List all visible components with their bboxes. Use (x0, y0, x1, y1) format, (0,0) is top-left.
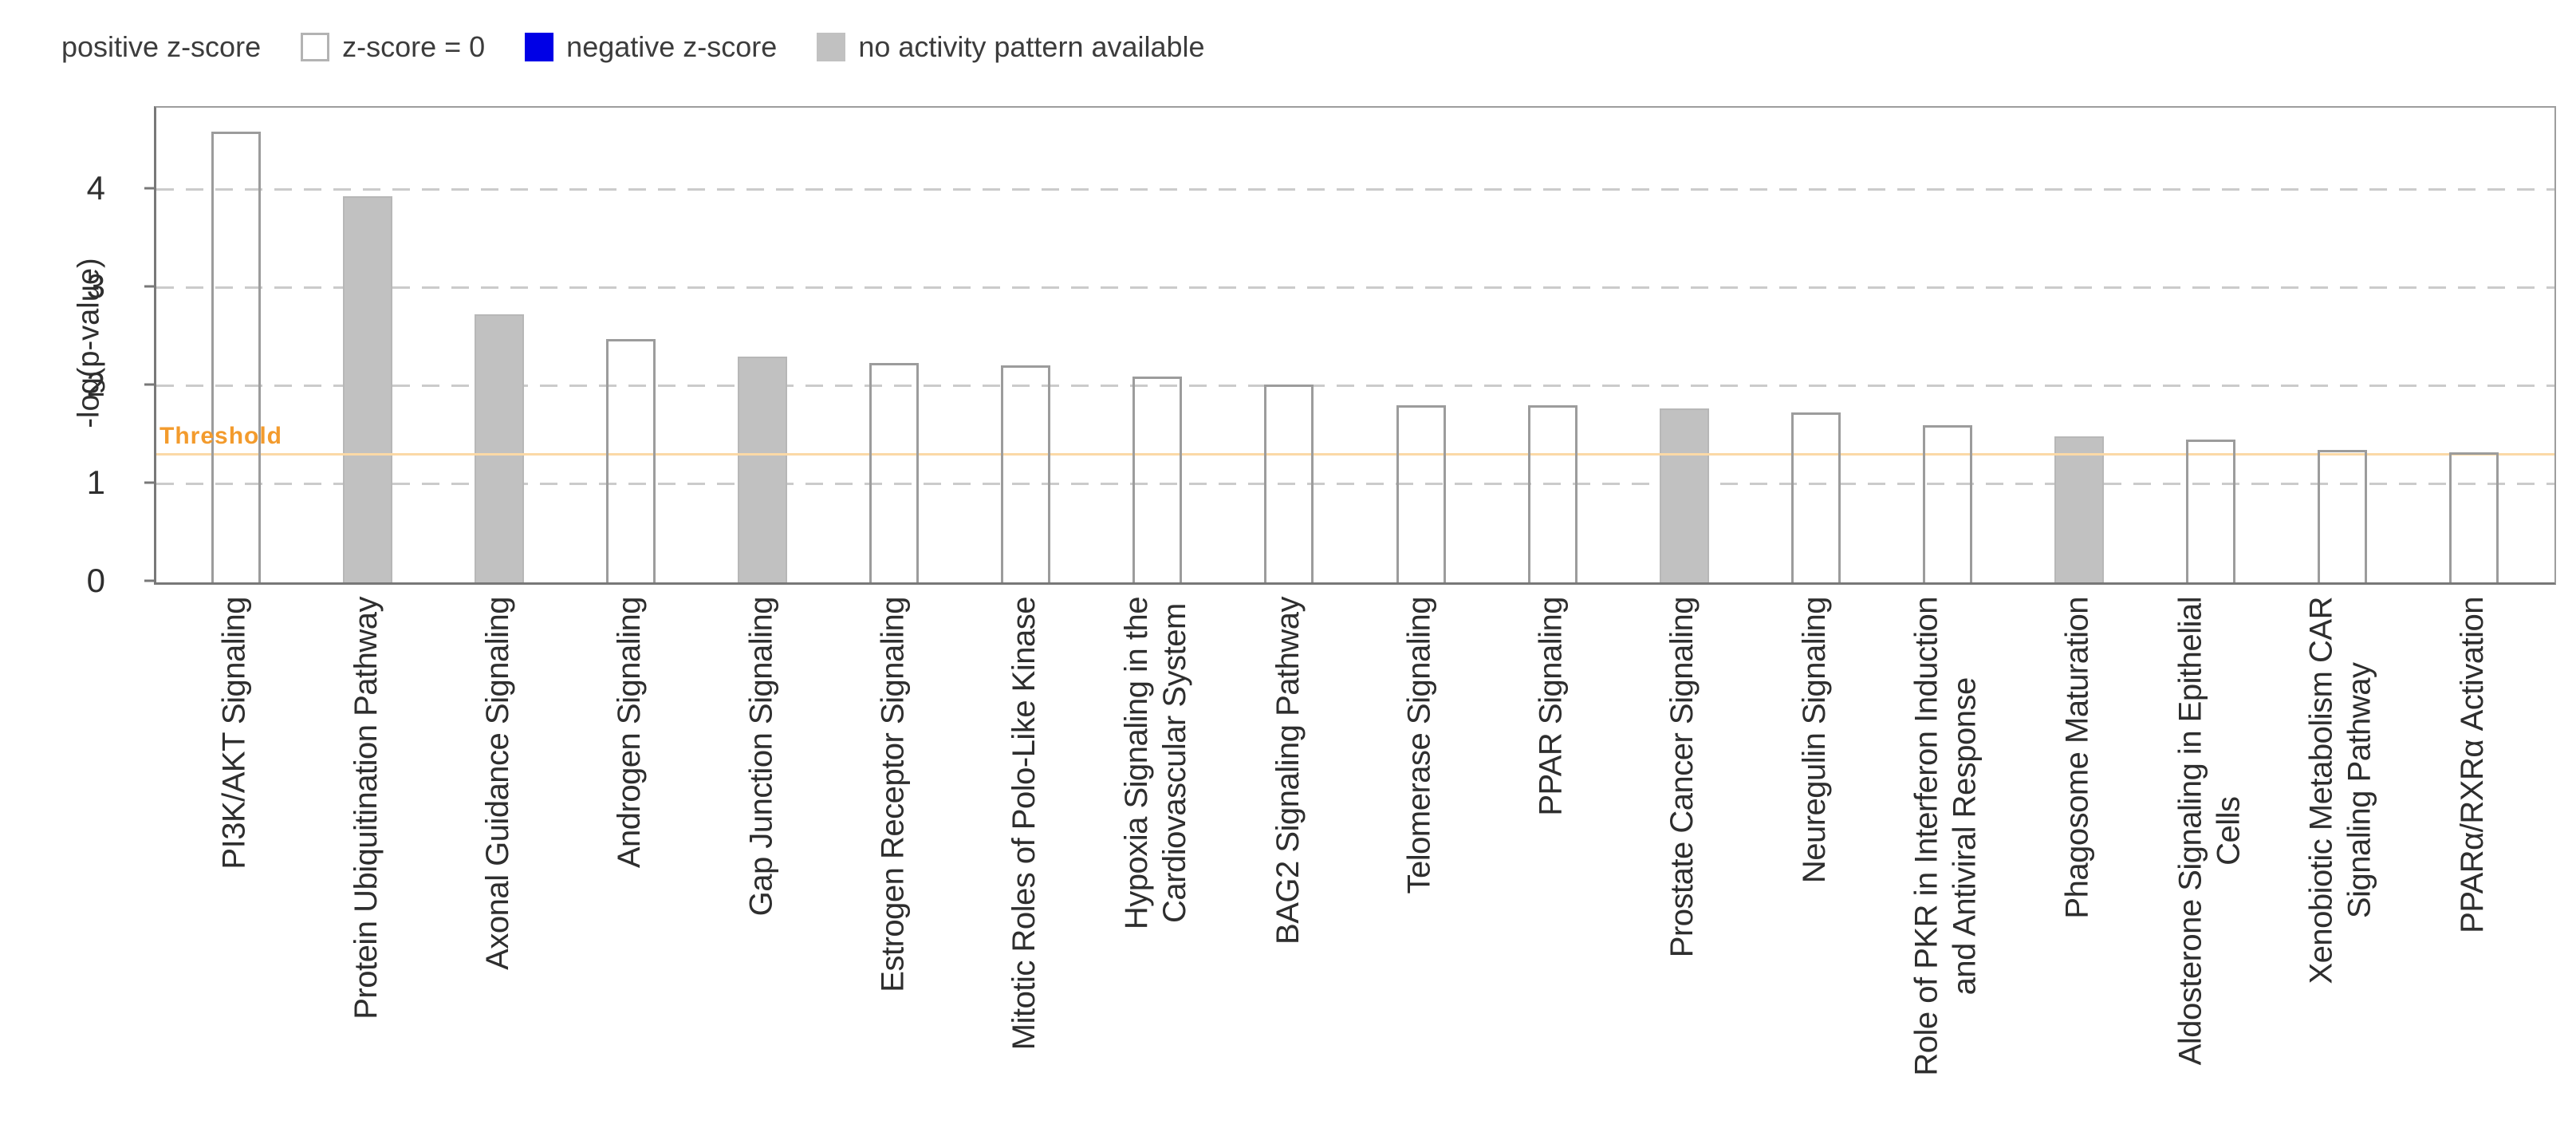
legend-label: negative z-score (566, 30, 778, 63)
x-category-label-text: Role of PKR in Interferon Induction and … (1908, 597, 1983, 1076)
x-category-label: Aldosterone Signaling in Epithelial Cell… (2172, 597, 2246, 1065)
x-axis-labels: PI3K/AKT Signaling Protein Ubiquitination… (154, 597, 2552, 1136)
x-category-label-text: Protein Ubiquitination Pathway (349, 597, 384, 1020)
x-category-label-text: Hypoxia Signaling in the Cardiovascular … (1119, 597, 1193, 930)
legend-label: no activity pattern available (858, 30, 1205, 63)
x-category-label: Mitotic Roles of Polo-Like Kinase (1006, 597, 1042, 1050)
x-category-label: Androgen Signaling (612, 597, 647, 868)
x-category-label-text: Aldosterone Signaling in Epithelial Cell… (2172, 597, 2246, 1066)
bar (1396, 404, 1446, 582)
x-category-label: Phagosome Maturation (2060, 597, 2095, 919)
bar (1659, 408, 1709, 582)
x-category-label: Hypoxia Signaling in the Cardiovascular … (1119, 597, 1192, 929)
plot-area: Threshold (154, 106, 2556, 585)
x-category-label: Gap Junction Signaling (743, 597, 778, 916)
x-category-label-text: PI3K/AKT Signaling (217, 597, 252, 870)
legend-label: positive z-score (61, 30, 262, 63)
threshold-label: Threshold (160, 423, 283, 450)
bar (869, 362, 920, 582)
x-category-label: Telomerase Signaling (1402, 597, 1437, 893)
y-axis: 0 1 2 3 4 (0, 106, 154, 598)
legend-swatch-blue-icon (525, 33, 554, 61)
legend-swatch-gray-icon (817, 33, 846, 61)
gridline (156, 385, 2554, 388)
legend-item: positive z-score (61, 30, 261, 64)
bar (738, 357, 788, 582)
x-category-label-text: Xenobiotic Metabolism CAR Signaling Path… (2303, 597, 2377, 984)
x-category-label-text: Androgen Signaling (612, 597, 648, 869)
bar (606, 339, 656, 582)
bar (1132, 376, 1183, 582)
bar (211, 131, 261, 582)
bar (2185, 439, 2235, 582)
bar (1527, 404, 1578, 582)
x-category-label-text: Prostate Cancer Signaling (1664, 597, 1700, 958)
bar (1790, 412, 1841, 582)
y-tick-mark (144, 383, 154, 386)
legend-label: z-score = 0 (342, 30, 486, 63)
y-tick-label: 1 (86, 463, 105, 502)
y-tick-label: 2 (86, 365, 105, 404)
bar (343, 195, 393, 582)
y-tick-mark (144, 187, 154, 190)
x-category-label: Xenobiotic Metabolism CAR Signaling Path… (2304, 597, 2377, 984)
threshold-line (156, 453, 2554, 456)
y-tick-mark (144, 285, 154, 288)
y-axis-title: -log(p-value) (72, 258, 106, 428)
gridline (156, 483, 2554, 486)
x-category-label-text: Mitotic Roles of Polo-Like Kinase (1006, 597, 1042, 1051)
x-category-label-text: PPAR Signaling (1533, 597, 1569, 816)
x-category-label: Protein Ubiquitination Pathway (349, 597, 384, 1020)
legend-swatch-white-icon (301, 33, 330, 61)
y-tick-label: 0 (86, 562, 105, 599)
legend-item: negative z-score (525, 30, 777, 64)
gridline (156, 286, 2554, 290)
gridline (156, 188, 2554, 191)
bar (1001, 365, 1051, 582)
y-tick-mark (144, 579, 154, 582)
x-category-label-text: Neuregulin Signaling (1796, 597, 1832, 884)
x-category-label-text: BAG2 Signaling Pathway (1270, 597, 1306, 945)
x-category-label: Role of PKR in Interferon Induction and … (1909, 597, 1983, 1076)
x-category-label-text: PPARα/RXRα Activation (2455, 597, 2491, 933)
y-tick-label: 3 (86, 267, 105, 306)
bar (2054, 436, 2104, 582)
x-category-label-text: Axonal Guidance Signaling (480, 597, 516, 970)
x-category-label: PPAR Signaling (1534, 597, 1569, 816)
bar (1264, 384, 1314, 582)
bar (2449, 452, 2499, 582)
x-category-label-text: Estrogen Receptor Signaling (875, 597, 911, 992)
x-category-label: Axonal Guidance Signaling (480, 597, 515, 970)
bar (1922, 425, 1972, 582)
x-category-label: BAG2 Signaling Pathway (1270, 597, 1305, 945)
y-tick-label: 4 (86, 169, 105, 207)
legend-item: z-score = 0 (301, 30, 485, 64)
bar (475, 314, 525, 582)
x-category-label: Prostate Cancer Signaling (1665, 597, 1700, 957)
bar (2317, 450, 2367, 582)
y-tick-mark (144, 481, 154, 484)
legend: positive z-score z-score = 0 negative z-sc… (61, 30, 1245, 64)
x-category-label-text: Gap Junction Signaling (743, 597, 779, 917)
legend-item: no activity pattern available (817, 30, 1205, 64)
x-category-label-text: Telomerase Signaling (1401, 597, 1437, 894)
x-category-label-text: Phagosome Maturation (2059, 597, 2095, 919)
